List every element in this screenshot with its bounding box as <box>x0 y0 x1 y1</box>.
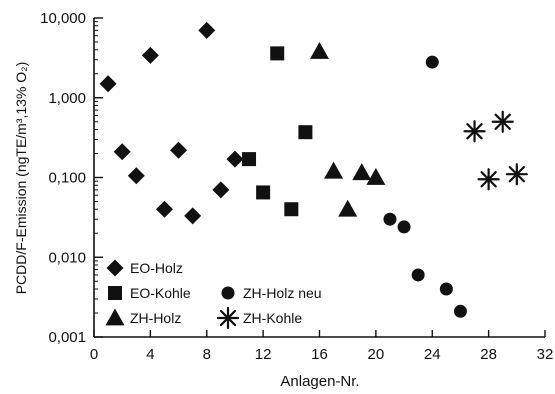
y-tick-label: 10,000 <box>40 10 86 27</box>
legend: EO-Holz EO-Kohle ZH-Holz neu ZH-Holz ZH-Kohl… <box>105 259 322 330</box>
x-tick-label: 28 <box>480 346 497 363</box>
data-point-eo-holz <box>113 143 131 161</box>
data-point-zh-holz-neu <box>453 304 467 318</box>
data-points <box>99 21 528 318</box>
data-point-eo-holz <box>226 150 244 168</box>
data-point-eo-kohle <box>270 46 285 61</box>
series-eo-holz <box>99 21 244 225</box>
data-point-zh-kohle <box>477 168 500 191</box>
x-tick-label: 0 <box>90 346 98 363</box>
y-tick-label: 0,010 <box>48 249 86 266</box>
y-tick-label: 0,001 <box>48 329 86 346</box>
data-point-eo-holz <box>198 21 216 39</box>
x-tick-label: 12 <box>255 346 272 363</box>
ticks: 0 4 8 12 16 20 24 28 32 0,001 0,010 0,100 1,000 10,00… <box>40 10 553 363</box>
data-point-eo-holz <box>212 181 230 199</box>
legend-marker-zh-kohle <box>216 306 240 330</box>
data-point-zh-holz <box>366 168 386 185</box>
data-point-zh-holz <box>310 42 329 59</box>
data-point-zh-kohle <box>491 110 514 133</box>
data-point-eo-holz <box>127 167 145 185</box>
data-point-zh-holz-neu <box>439 282 453 296</box>
x-tick-label: 32 <box>537 346 554 363</box>
data-point-eo-holz <box>184 207 202 225</box>
x-axis-label: Anlagen-Nr. <box>280 373 359 390</box>
legend-marker-zh-holz-neu <box>221 286 235 300</box>
y-tick-label: 0,100 <box>48 170 86 187</box>
x-tick-label: 4 <box>146 346 154 363</box>
data-point-eo-holz <box>99 75 117 93</box>
data-point-eo-holz <box>141 46 159 64</box>
series-eo-kohle <box>242 46 313 217</box>
data-point-eo-kohle <box>256 185 271 200</box>
legend-label: EO-Kohle <box>130 285 191 301</box>
data-point-zh-holz <box>324 161 344 179</box>
series-zh-holz-neu <box>383 55 467 318</box>
y-axis-label: PCDD/F-Emission (ngTE/m³,13% O₂) <box>13 62 29 295</box>
legend-label: ZH-Holz <box>130 310 181 326</box>
data-point-eo-holz <box>155 200 173 218</box>
data-point-zh-holz-neu <box>383 212 397 226</box>
series-zh-holz <box>310 42 386 217</box>
data-point-zh-kohle <box>463 120 486 143</box>
legend-label: ZH-Holz neu <box>243 285 322 301</box>
legend-label: ZH-Kohle <box>243 310 302 326</box>
legend-item-eo-holz: EO-Holz <box>106 259 183 277</box>
legend-label: EO-Holz <box>130 260 183 276</box>
y-tick-label: 1,000 <box>48 90 86 107</box>
data-point-zh-holz-neu <box>425 55 439 69</box>
legend-marker-eo-kohle <box>108 286 122 300</box>
data-point-eo-kohle <box>284 202 299 217</box>
data-point-zh-holz <box>338 199 358 217</box>
data-point-eo-kohle <box>298 125 313 140</box>
legend-item-zh-holz-neu: ZH-Holz neu <box>221 285 322 301</box>
data-point-zh-kohle <box>505 163 528 186</box>
data-point-eo-kohle <box>242 152 257 167</box>
data-point-zh-holz-neu <box>411 268 425 282</box>
x-tick-label: 16 <box>311 346 328 363</box>
legend-marker-eo-holz <box>106 259 124 277</box>
x-tick-label: 24 <box>424 346 441 363</box>
data-point-eo-holz <box>170 141 188 159</box>
legend-marker-zh-holz <box>105 308 125 326</box>
data-point-zh-holz <box>352 163 372 181</box>
series-zh-kohle <box>463 110 528 191</box>
data-point-zh-holz-neu <box>397 220 411 234</box>
legend-item-zh-holz: ZH-Holz <box>105 308 181 326</box>
legend-item-eo-kohle: EO-Kohle <box>108 285 191 301</box>
x-tick-label: 8 <box>203 346 211 363</box>
x-tick-label: 20 <box>368 346 385 363</box>
legend-item-zh-kohle: ZH-Kohle <box>216 306 302 330</box>
